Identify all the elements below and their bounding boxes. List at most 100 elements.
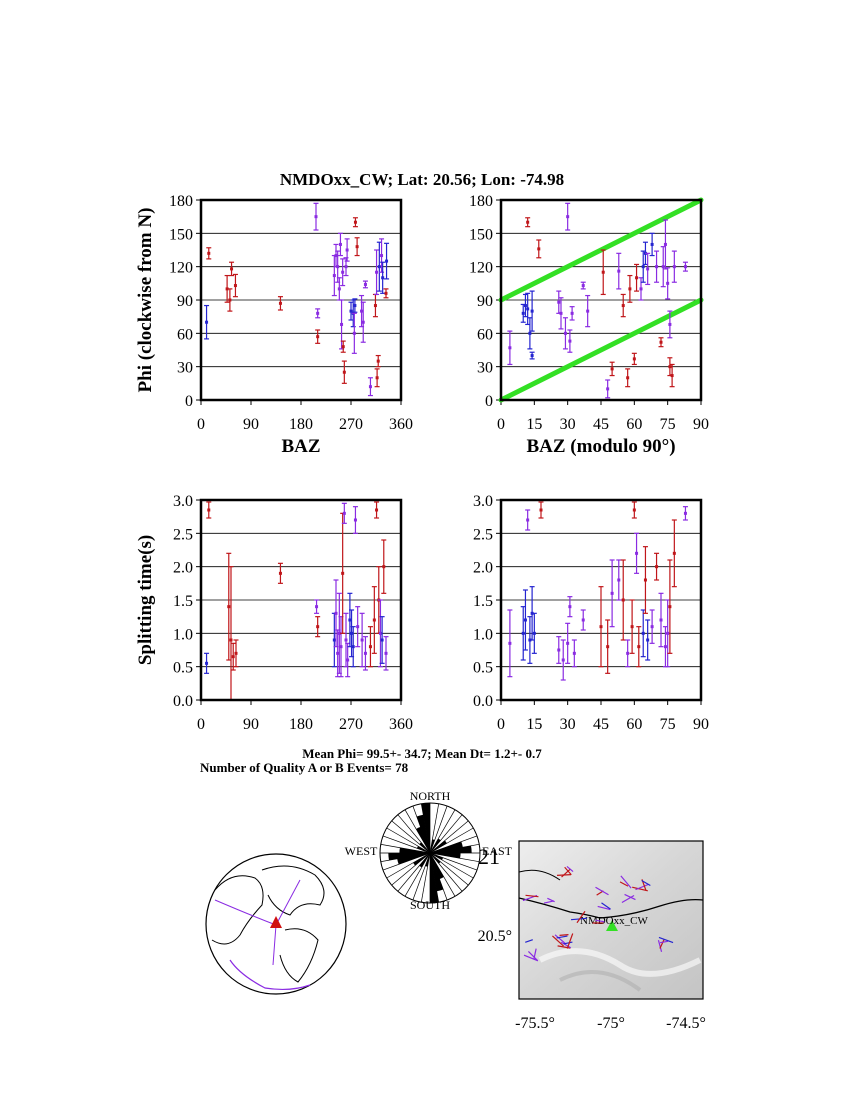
data-point: [345, 248, 349, 252]
rose-petal: [416, 814, 430, 853]
data-point: [563, 331, 567, 335]
y-tick-label: 0: [185, 393, 193, 410]
rose-petal: [419, 842, 430, 853]
map-split-stick: [527, 950, 539, 962]
data-point: [621, 598, 625, 602]
globe-coastline-north: [261, 865, 325, 916]
map-coastline: [518, 897, 704, 919]
globe-station-marker: [270, 916, 282, 928]
map-split-stick: [620, 875, 632, 889]
rose-spoke: [429, 852, 456, 897]
data-point: [650, 625, 654, 629]
data-point: [342, 511, 346, 515]
data-point: [532, 631, 536, 635]
map-split-stick: [621, 894, 635, 904]
rose-petal: [430, 853, 444, 880]
y-tick-label: 30: [177, 360, 193, 377]
globe-ray-path: [214, 899, 277, 926]
map-split-stick: [566, 865, 574, 873]
x-tick-label: 0: [197, 416, 205, 433]
y-tick-label: 2.5: [473, 526, 493, 543]
y-tick-label: 30: [477, 360, 493, 377]
data-point: [344, 265, 348, 269]
map-split-stick: [533, 948, 537, 960]
globe-ray-path: [229, 959, 311, 991]
map-lon-label: -75.5°: [515, 1015, 555, 1032]
map-split-stick: [557, 945, 571, 949]
data-point: [655, 565, 659, 569]
map-coastline: [518, 869, 561, 881]
plot-frame: [199, 498, 403, 702]
data-point: [521, 311, 525, 315]
rose-petal: [430, 853, 461, 859]
data-point: [606, 387, 610, 391]
data-point: [341, 571, 345, 575]
data-point: [337, 631, 341, 635]
data-point: [230, 267, 234, 271]
data-point: [626, 651, 630, 655]
data-point: [601, 270, 605, 274]
data-point: [207, 508, 211, 512]
data-point: [336, 265, 340, 269]
data-point: [526, 518, 530, 522]
data-point: [227, 605, 231, 609]
data-point: [278, 571, 282, 575]
data-point: [375, 376, 379, 380]
reference-line: [498, 297, 704, 403]
rose-spoke: [386, 827, 431, 854]
data-point: [352, 331, 356, 335]
map-split-stick: [624, 893, 636, 901]
data-point: [628, 287, 632, 291]
rose-petal: [421, 803, 430, 853]
data-point: [334, 611, 338, 615]
map-split-stick: [601, 902, 611, 910]
data-point: [672, 551, 676, 555]
x-axis-label: BAZ (modulo 90°): [526, 436, 675, 457]
data-point: [626, 376, 630, 380]
rose-petal: [430, 853, 444, 860]
data-point: [566, 641, 570, 645]
rose-petal: [430, 853, 439, 903]
y-tick-label: 2.0: [473, 560, 493, 577]
data-point: [353, 518, 357, 522]
map-split-stick: [657, 940, 663, 952]
data-point: [349, 309, 353, 313]
data-point: [356, 625, 360, 629]
data-point: [375, 270, 379, 274]
rose-spoke: [404, 809, 431, 854]
map-station-label: NMDOxx_CW: [580, 915, 648, 927]
data-point: [635, 551, 639, 555]
data-point: [375, 508, 379, 512]
map-split-stick: [559, 934, 569, 936]
x-tick-label: 90: [243, 416, 259, 433]
data-point: [207, 251, 211, 255]
y-tick-label: 0: [485, 393, 493, 410]
rose-petal: [416, 826, 430, 853]
rose-spoke: [429, 852, 478, 871]
data-point: [630, 625, 634, 629]
data-point: [641, 631, 645, 635]
rose-petal: [430, 840, 447, 853]
map-lon-label: -75°: [597, 1015, 625, 1032]
map-split-stick: [543, 900, 555, 904]
y-axis-label: Phi (clockwise from N): [135, 208, 156, 393]
data-point: [341, 270, 345, 274]
y-tick-label: 180: [169, 193, 193, 210]
data-point: [659, 340, 663, 344]
data-point: [508, 641, 512, 645]
data-point: [344, 638, 348, 642]
rose-petal: [399, 847, 430, 853]
x-tick-label: 90: [243, 716, 259, 733]
data-point: [639, 287, 643, 291]
rose-petal: [388, 853, 430, 861]
data-point: [340, 322, 344, 326]
x-axis-label: BAZ: [281, 436, 320, 457]
data-point: [381, 276, 385, 280]
data-point: [557, 648, 561, 652]
y-tick-label: 3.0: [473, 493, 493, 510]
data-point: [380, 254, 384, 258]
map-split-stick: [523, 954, 539, 962]
data-point: [666, 281, 670, 285]
data-point: [360, 309, 364, 313]
